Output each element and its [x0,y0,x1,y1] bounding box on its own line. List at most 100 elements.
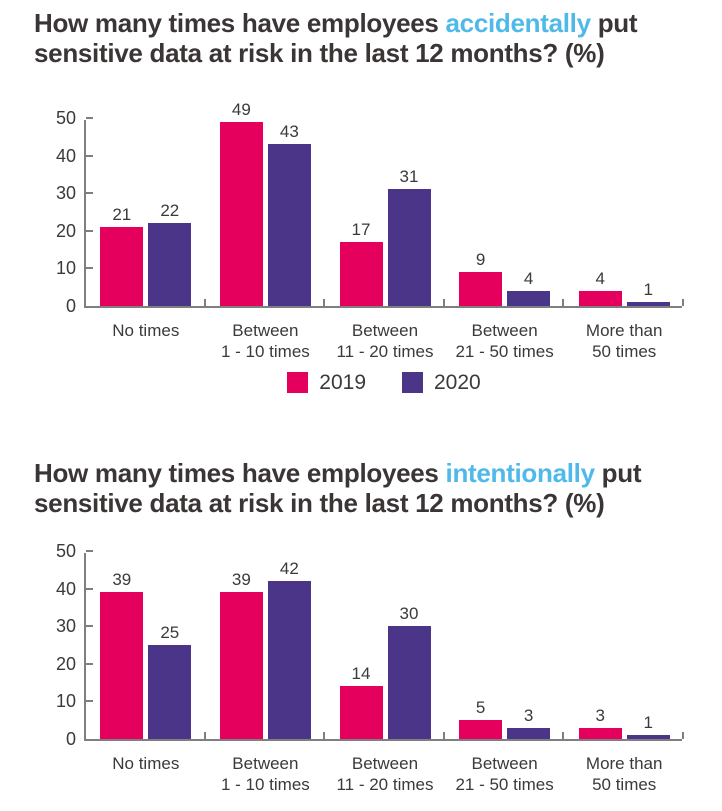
y-axis-tick [86,154,93,157]
x-axis-category-line: 11 - 20 times [336,342,434,361]
x-axis-category-line: Between [351,754,419,773]
x-axis-category-line: More than [585,321,663,340]
bar-2020-2 [387,189,431,306]
x-axis-tick [323,299,326,306]
bar-value-label: 22 [160,201,180,221]
y-axis-tick-label: 0 [65,296,76,316]
bar-value-label: 17 [351,220,371,240]
bar-2019-1 [219,592,263,739]
bar-value-label: 21 [112,205,132,225]
y-axis-tick [86,267,93,270]
y-axis-tick-label: 50 [55,541,76,561]
bar-2019-0 [100,227,144,306]
bar-2020-1 [267,581,311,739]
bar-2019-1 [219,121,263,306]
y-axis-tick [86,192,93,195]
chart-legend: 2019 2020 [84,372,684,393]
x-axis-category-line: 11 - 20 times [336,775,434,794]
x-axis-labels-intentional: No times Between 1 - 10 times Between 11 - 2… [86,753,684,799]
y-axis-tick-label: 20 [55,653,76,674]
title-highlight-intentionally: intentionally [445,458,596,488]
bar-2020-4 [626,735,670,739]
title-text-suffix: put sensitive data at risk in the last 1… [34,458,642,518]
bar-value-label: 3 [595,705,605,725]
y-axis-tick-label: 40 [55,578,76,599]
x-axis-category-line: 50 times [592,775,657,794]
bar-value-label: 9 [475,250,486,270]
y-axis-tick [86,229,93,232]
bar-value-label: 25 [160,623,180,642]
bar-value-label: 1 [643,280,653,300]
x-axis-tick [442,732,445,739]
y-axis-tick [86,625,93,628]
bar-value-label: 42 [279,559,299,579]
plot-area-intentional: 0 10 20 30 40 50 39 39 14 5 3 25 42 30 3 1 [56,541,684,749]
y-axis-tick [86,117,93,119]
bar-2020-1 [267,144,311,306]
x-axis-tick [682,732,684,739]
y-axis-tick [86,662,93,665]
x-axis-category-label: Between 21 - 50 times [445,320,565,362]
x-axis-category-line: Between [351,321,419,340]
x-axis-tick [442,299,445,306]
x-axis-tick [323,732,326,739]
bar-2019-3 [459,720,503,739]
chart-accidental: 0 10 20 30 40 50 21 49 17 9 4 22 43 31 4 1 No times Betw… [0,100,722,361]
bar-value-label: 3 [523,705,534,725]
bar-2020-3 [507,727,551,739]
x-axis-category-label: Between 11 - 20 times [325,320,445,362]
x-axis-category-line: 1 - 10 times [220,342,310,361]
legend-swatch-2019 [287,372,309,393]
bar-2020-2 [387,626,431,739]
y-axis-tick [86,550,93,552]
bar-2019-2 [339,686,383,739]
x-axis-tick [203,732,206,739]
y-axis-tick-label: 30 [55,616,76,637]
x-axis-category-label: Between 1 - 10 times [206,753,326,795]
y-axis-tick-label: 50 [55,108,76,128]
y-axis-tick-label: 20 [55,220,76,241]
x-axis-category-label: Between 11 - 20 times [325,753,445,795]
x-axis-category-label: Between 21 - 50 times [445,753,565,795]
x-axis-category-line: Between [232,321,299,340]
y-axis-tick-label: 40 [55,145,76,166]
x-axis-tick [203,299,206,306]
bar-2019-3 [459,272,503,306]
x-axis-category-label: More than 50 times [564,753,684,795]
title-highlight-accidentally: accidentally [445,8,592,38]
x-axis-category-line: Between [471,754,538,773]
bar-value-label: 31 [399,167,419,187]
bar-value-label: 14 [351,664,371,684]
x-axis-labels-accidental: No times Between 1 - 10 times Between 11 - 2… [86,320,684,366]
legend-swatch-2020 [402,372,423,393]
chart-intentional: 0 10 20 30 40 50 39 39 14 5 3 25 42 30 3 1 No times Betw… [0,541,722,794]
chart-title-intentional: How many times have employees intentiona… [34,458,718,518]
x-axis-category-label: No times [86,320,206,341]
title-text-suffix: put sensitive data at risk in the last 1… [34,8,638,68]
bar-value-label: 49 [231,99,251,119]
legend-item-2019: 2019 [287,372,366,393]
x-axis-category-line: Between [232,754,299,773]
x-axis-category-line: 21 - 50 times [455,775,554,794]
x-axis-category-line: Between [471,321,538,340]
y-axis-tick-label: 0 [65,729,76,749]
y-axis-tick [86,587,93,590]
x-axis-category-line: No times [112,321,180,340]
bar-2020-0 [148,645,192,739]
title-text-prefix: How many times have employees [34,458,446,488]
y-axis-tick-label: 10 [55,258,76,279]
x-axis-category-label: Between 1 - 10 times [206,320,326,362]
bar-value-label: 30 [399,604,419,624]
x-axis-category-line: 1 - 10 times [220,775,310,794]
bar-value-label: 39 [112,570,132,590]
bar-2019-4 [578,290,622,306]
bar-2019-2 [339,242,383,306]
bar-2019-4 [578,727,622,739]
y-axis-tick-label: 10 [55,691,76,712]
title-text-prefix: How many times have employees [34,8,446,38]
x-axis-category-label: More than 50 times [564,320,684,362]
y-axis-tick-label: 30 [55,183,76,204]
legend-label-2020: 2020 [434,371,481,394]
x-axis-category-line: No times [112,754,180,773]
